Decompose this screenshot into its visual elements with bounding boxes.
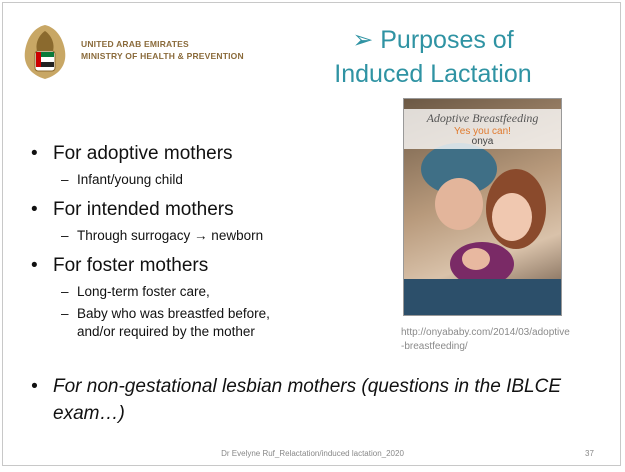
- photo-banner: Adoptive Breastfeeding Yes you can! onya: [404, 109, 561, 149]
- org-name: UNITED ARAB EMIRATES: [81, 39, 189, 49]
- org-name: MINISTRY OF HEALTH & PREVENTION: [81, 51, 244, 61]
- footer-text: Dr Evelyne Ruf_Relactation/induced lacta…: [3, 449, 621, 458]
- bullet-text: For intended mothers: [53, 199, 234, 221]
- sub-bullet: –Long-term foster care,: [61, 283, 287, 301]
- slide-title: ➢ Purposes of: [293, 25, 573, 55]
- sub-bullet: –Baby who was breastfed before, and/or r…: [61, 305, 287, 341]
- slide-title: Induced Lactation: [293, 60, 573, 89]
- bullet-text: For non-gestational lesbian mothers (que…: [53, 373, 573, 427]
- sub-text: Through surrogacy → newborn: [77, 227, 287, 245]
- sub-marker: –: [61, 227, 77, 245]
- photo: Adoptive Breastfeeding Yes you can! onya: [403, 98, 562, 316]
- sub-text: Infant/young child: [77, 171, 287, 189]
- bullet: •For foster mothers: [31, 255, 208, 277]
- bullet: •For adoptive mothers: [31, 143, 233, 165]
- bullet-text: For foster mothers: [53, 255, 208, 277]
- sub-marker: –: [61, 305, 77, 341]
- image-caption: http://onyababy.com/2014/03/adoptive-bre…: [401, 326, 571, 354]
- sub-bullet: –Through surrogacy → newborn: [61, 227, 287, 245]
- sub-marker: –: [61, 283, 77, 301]
- bullet: •For intended mothers: [31, 199, 234, 221]
- bullet-text: For adoptive mothers: [53, 143, 233, 165]
- bullet-marker: •: [31, 143, 53, 165]
- bullet-marker: •: [31, 255, 53, 277]
- banner-brand: onya: [404, 137, 561, 147]
- sub-text: Baby who was breastfed before, and/or re…: [77, 305, 287, 341]
- page-number: 37: [585, 449, 594, 458]
- sub-marker: –: [61, 171, 77, 189]
- sub-text: Long-term foster care,: [77, 283, 287, 301]
- emblem: [17, 21, 73, 83]
- sub-bullet: –Infant/young child: [61, 171, 287, 189]
- bullet: • For non-gestational lesbian mothers (q…: [31, 373, 591, 427]
- banner-title: Adoptive Breastfeeding: [404, 111, 561, 126]
- bullet-marker: •: [31, 199, 53, 221]
- slide: UNITED ARAB EMIRATES MINISTRY OF HEALTH …: [2, 2, 621, 466]
- bullet-marker: •: [31, 373, 53, 427]
